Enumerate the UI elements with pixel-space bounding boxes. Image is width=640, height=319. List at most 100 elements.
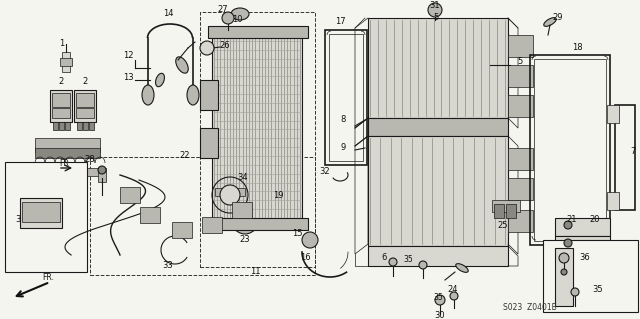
Text: 33: 33	[163, 261, 173, 270]
Bar	[534, 59, 606, 241]
Ellipse shape	[456, 263, 468, 272]
Bar	[52, 93, 70, 107]
Circle shape	[302, 232, 318, 248]
Bar	[607, 105, 619, 123]
Text: 35: 35	[403, 256, 413, 264]
Circle shape	[98, 166, 106, 174]
Bar	[59, 122, 64, 130]
Text: 3: 3	[15, 216, 20, 225]
Text: 10: 10	[232, 16, 243, 25]
Circle shape	[450, 292, 458, 300]
Text: 17: 17	[335, 18, 346, 26]
Text: 16: 16	[300, 254, 310, 263]
Text: 2: 2	[83, 78, 88, 86]
Ellipse shape	[214, 28, 222, 40]
Text: 23: 23	[240, 235, 250, 244]
Text: FR.: FR.	[42, 273, 54, 283]
Bar	[50, 90, 72, 122]
Ellipse shape	[142, 85, 154, 105]
Circle shape	[561, 269, 567, 275]
Text: 1: 1	[60, 40, 65, 48]
Bar	[530, 55, 610, 245]
Circle shape	[222, 12, 234, 24]
Text: 29: 29	[553, 13, 563, 23]
Text: 28: 28	[84, 155, 95, 165]
Bar	[89, 122, 94, 130]
Text: 15: 15	[292, 229, 302, 239]
Bar	[30, 168, 105, 176]
Text: 18: 18	[572, 43, 582, 53]
Bar	[140, 207, 160, 223]
Bar	[492, 200, 520, 212]
Text: 35: 35	[593, 286, 604, 294]
Bar	[555, 248, 573, 306]
Ellipse shape	[544, 18, 556, 26]
Circle shape	[564, 239, 572, 247]
Bar	[83, 122, 88, 130]
Bar	[53, 122, 58, 130]
Bar	[202, 217, 222, 233]
Bar	[74, 90, 96, 122]
Bar	[543, 240, 638, 312]
Ellipse shape	[267, 136, 289, 174]
Ellipse shape	[226, 176, 264, 234]
Text: 20: 20	[589, 216, 600, 225]
Bar	[200, 12, 315, 267]
Bar	[508, 35, 533, 57]
Text: 14: 14	[163, 10, 173, 19]
Text: 12: 12	[123, 50, 133, 60]
Bar	[77, 122, 82, 130]
Bar	[607, 192, 619, 210]
Bar	[212, 30, 302, 220]
Circle shape	[220, 185, 240, 205]
Circle shape	[564, 221, 572, 229]
Circle shape	[389, 258, 397, 266]
Bar	[329, 34, 363, 161]
Bar	[200, 128, 218, 158]
Text: 21: 21	[567, 216, 577, 225]
Bar	[508, 148, 533, 170]
Text: 32: 32	[320, 167, 330, 176]
Bar	[200, 80, 218, 110]
Text: 24: 24	[448, 286, 458, 294]
Text: 31: 31	[429, 1, 440, 10]
Ellipse shape	[156, 73, 164, 87]
Ellipse shape	[232, 183, 258, 227]
Bar	[615, 105, 635, 210]
Bar	[208, 218, 308, 230]
Bar	[20, 198, 62, 228]
Ellipse shape	[271, 142, 285, 168]
Text: 30: 30	[435, 311, 445, 319]
Text: 5: 5	[433, 13, 438, 23]
Bar	[506, 204, 516, 218]
Text: 36: 36	[580, 254, 590, 263]
Ellipse shape	[176, 57, 188, 73]
Bar	[555, 236, 610, 252]
Text: 2: 2	[58, 78, 63, 86]
Bar	[218, 28, 248, 40]
Bar	[208, 26, 308, 38]
Bar	[232, 202, 252, 218]
Bar	[508, 95, 533, 117]
Circle shape	[435, 295, 445, 305]
Text: 35: 35	[433, 293, 443, 301]
Circle shape	[200, 41, 214, 55]
Ellipse shape	[244, 28, 252, 40]
Bar	[5, 162, 87, 272]
Bar	[368, 136, 508, 246]
Circle shape	[419, 261, 427, 269]
Circle shape	[559, 253, 569, 263]
Text: 7: 7	[630, 147, 636, 157]
Bar	[172, 222, 192, 238]
Text: 13: 13	[123, 73, 133, 83]
Bar	[555, 218, 610, 236]
Bar	[76, 93, 94, 107]
Bar	[76, 108, 94, 118]
Bar	[35, 138, 100, 152]
Text: 5: 5	[517, 57, 523, 66]
Text: FR: FR	[59, 159, 69, 167]
Bar	[494, 204, 504, 218]
Bar	[325, 30, 367, 165]
Text: 22: 22	[180, 151, 190, 160]
Circle shape	[428, 3, 442, 17]
